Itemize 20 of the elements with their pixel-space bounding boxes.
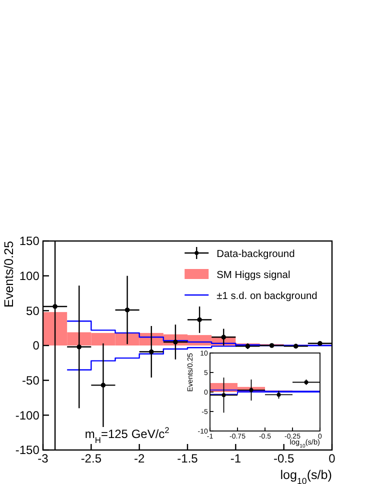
x-tick-label: -0.5 — [273, 452, 294, 466]
legend-label: ±1 s.d. on background — [216, 291, 318, 302]
x-tick-label: 0 — [328, 452, 336, 466]
x-tick-label: -1.5 — [177, 452, 198, 466]
y-tick-label: -150 — [15, 443, 40, 458]
y-tick-label: 150 — [19, 234, 40, 248]
legend-label: SM Higgs signal — [216, 270, 290, 281]
y-tick-label: -100 — [15, 408, 40, 422]
y-tick-label: 100 — [19, 269, 40, 284]
legend-label: Data-background — [216, 249, 296, 260]
y-tick-label: 0 — [32, 338, 40, 353]
y-tick-label: 50 — [26, 304, 40, 318]
x-tick-label: -2.5 — [80, 452, 102, 466]
x-tick-label: -2 — [134, 452, 145, 466]
y-tick-label: -50 — [22, 374, 40, 388]
x-tick-label: -1 — [230, 452, 242, 466]
annotation: m$_{H}$=125 GeV/c$^{2}$ — [84, 425, 170, 445]
y-axis-title: Events/0.25 — [2, 241, 16, 308]
x-tick-label: -3 — [38, 452, 49, 466]
x-axis-title: log$_{10}$(s/b) — [280, 468, 332, 484]
